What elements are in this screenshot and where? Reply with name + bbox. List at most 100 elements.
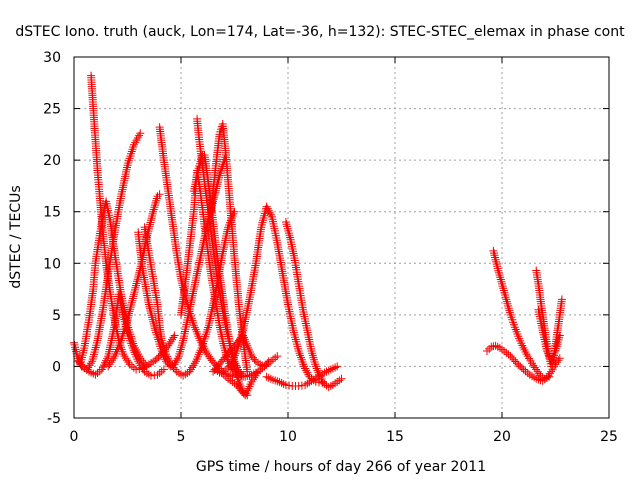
data-point-marker xyxy=(132,345,141,354)
data-point-marker xyxy=(169,333,178,342)
data-point-marker xyxy=(198,340,207,349)
data-point-marker xyxy=(128,294,137,303)
data-point-marker xyxy=(171,358,180,367)
data-point-marker xyxy=(548,355,557,364)
y-axis-label: dSTEC / TECUs xyxy=(8,185,24,288)
data-point-marker xyxy=(495,343,504,352)
data-point-marker xyxy=(165,339,174,348)
data-point-marker xyxy=(320,368,329,377)
data-point-marker xyxy=(158,349,167,357)
x-tick-label: 15 xyxy=(386,429,404,445)
data-point-marker xyxy=(145,302,154,311)
data-point-marker xyxy=(491,341,500,350)
data-point-marker xyxy=(144,370,153,379)
data-point-marker xyxy=(159,351,168,360)
y-tick-label: 10 xyxy=(43,256,61,272)
data-point-marker xyxy=(335,376,344,385)
data-point-marker xyxy=(197,338,206,347)
data-point-marker xyxy=(331,379,340,388)
data-points xyxy=(70,71,566,400)
data-point-marker xyxy=(196,336,205,345)
data-point-marker xyxy=(508,353,517,362)
data-point-marker xyxy=(262,202,271,211)
data-point-marker xyxy=(108,356,117,365)
data-point-marker xyxy=(229,359,238,368)
data-point-marker xyxy=(502,348,511,357)
data-point-marker xyxy=(200,344,209,353)
data-point-marker xyxy=(189,361,198,370)
data-point-marker xyxy=(95,367,104,376)
data-point-marker xyxy=(188,363,197,372)
y-tick-label: -5 xyxy=(47,411,61,427)
data-point-marker xyxy=(519,343,528,352)
data-point-marker xyxy=(301,364,310,373)
data-point-marker xyxy=(264,206,273,215)
data-point-marker xyxy=(133,277,142,286)
data-point-marker xyxy=(149,319,158,328)
data-point-marker xyxy=(519,365,528,374)
data-point-marker xyxy=(248,375,257,384)
data-point-marker xyxy=(543,349,552,357)
axis-ticks: 0 5 10 15 20 25 -5 0 5 10 15 20 25 30 xyxy=(43,50,618,445)
data-point-marker xyxy=(119,350,128,359)
data-point-marker xyxy=(530,363,539,372)
data-point-marker xyxy=(265,208,274,217)
data-point-marker xyxy=(557,295,566,304)
data-point-marker xyxy=(523,369,532,377)
data-point-marker xyxy=(147,216,155,225)
x-tick-label: 20 xyxy=(493,429,511,445)
data-point-marker xyxy=(160,353,169,362)
data-point-marker xyxy=(234,367,243,376)
data-point-marker xyxy=(550,349,559,357)
data-point-marker xyxy=(148,315,157,324)
data-point-marker xyxy=(247,377,256,386)
data-point-marker xyxy=(521,348,530,356)
data-point-marker xyxy=(509,355,518,364)
data-point-marker xyxy=(273,352,282,361)
data-point-marker xyxy=(73,352,82,361)
data-point-marker xyxy=(245,348,254,356)
data-point-marker xyxy=(277,378,286,387)
data-point-marker xyxy=(155,369,164,377)
data-point-marker xyxy=(262,372,271,381)
data-point-marker xyxy=(245,371,254,380)
data-point-marker xyxy=(242,339,251,348)
data-point-marker xyxy=(228,377,237,386)
data-point-marker xyxy=(85,367,93,376)
data-point-marker xyxy=(141,360,150,369)
y-tick-label: 30 xyxy=(43,50,61,66)
data-point-marker xyxy=(309,375,318,384)
data-point-marker xyxy=(190,359,199,368)
data-point-marker xyxy=(548,353,557,362)
data-point-marker xyxy=(517,364,526,372)
plot-frame xyxy=(73,56,610,419)
data-point-marker xyxy=(134,350,143,359)
data-point-marker xyxy=(266,374,275,383)
data-point-marker xyxy=(124,358,133,367)
data-point-marker xyxy=(109,354,118,363)
data-point-marker xyxy=(333,362,342,371)
data-point-marker xyxy=(133,348,142,356)
data-point-marker xyxy=(303,379,312,388)
data-point-marker xyxy=(251,368,260,377)
data-point-marker xyxy=(136,354,145,363)
data-point-marker xyxy=(337,374,346,383)
data-point-marker xyxy=(153,370,162,379)
data-point-marker xyxy=(153,192,162,201)
data-point-marker xyxy=(228,357,237,366)
data-point-marker xyxy=(266,357,275,366)
data-point-marker xyxy=(199,342,208,351)
data-point-marker xyxy=(166,337,175,346)
data-point-marker xyxy=(506,352,515,361)
data-point-marker xyxy=(232,363,241,372)
data-point-marker xyxy=(300,362,308,371)
data-point-marker xyxy=(121,354,130,363)
data-point-marker xyxy=(233,365,242,374)
data-point-marker xyxy=(164,341,173,350)
data-point-marker xyxy=(530,373,539,382)
data-point-marker xyxy=(105,360,114,369)
data-point-marker xyxy=(249,369,258,378)
data-point-marker xyxy=(172,356,181,365)
data-point-marker xyxy=(331,363,340,372)
data-point-marker xyxy=(106,358,115,367)
